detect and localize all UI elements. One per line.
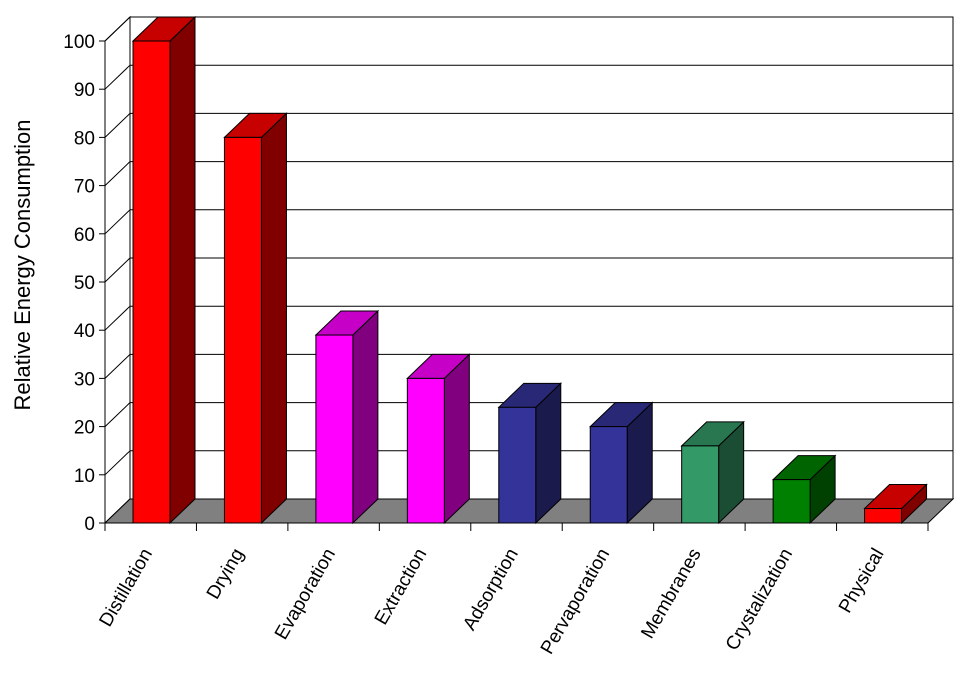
grid-line-side [104, 209, 131, 235]
y-tick-label: 80 [74, 128, 95, 149]
y-tick-label: 100 [63, 32, 95, 53]
y-axis-title: Relative Energy Consumption [10, 119, 35, 410]
grid-line-side [104, 305, 131, 331]
bar [498, 406, 537, 524]
bar-side [443, 353, 470, 525]
y-tick-label: 50 [74, 273, 95, 294]
grid-line-side [104, 113, 131, 138]
x-tick-label: Membranes [637, 545, 705, 642]
grid-line-side [104, 161, 131, 186]
bar [315, 334, 354, 524]
y-tick-label: 30 [74, 369, 95, 390]
x-tick-label: Evaporation [271, 545, 340, 643]
grid-line-side [104, 402, 131, 427]
bar-side [352, 309, 379, 525]
bar [681, 445, 720, 524]
bar [772, 479, 811, 524]
y-tick-label: 40 [74, 321, 95, 342]
grid-line-side [104, 64, 131, 90]
grid-line-side [104, 257, 131, 283]
y-tick-label: 0 [84, 514, 95, 535]
grid-line-side [104, 354, 131, 379]
bar-side [260, 112, 287, 525]
bar [132, 40, 171, 524]
x-tick-label: Drying [203, 545, 249, 603]
bar [223, 136, 262, 524]
x-tick-label: Pervaporation [537, 545, 614, 658]
grid-line-side [104, 450, 131, 476]
x-tick-label: Crystalization [722, 545, 797, 654]
y-tick-label: 10 [74, 466, 95, 487]
bar [589, 426, 628, 524]
y-tick-label: 20 [74, 418, 95, 439]
bar [406, 377, 445, 524]
x-tick-label: Distillation [96, 545, 157, 630]
x-tick-label: Adsorption [459, 545, 523, 634]
y-tick-label: 70 [74, 177, 95, 198]
y-tick-label: 60 [74, 225, 95, 246]
bar [864, 508, 903, 524]
x-tick-label: Physical [835, 545, 889, 617]
y-tick-label: 90 [74, 80, 95, 101]
grid-line-side [104, 16, 131, 42]
x-tick-label: Extraction [371, 545, 431, 629]
bar-side [169, 15, 196, 525]
